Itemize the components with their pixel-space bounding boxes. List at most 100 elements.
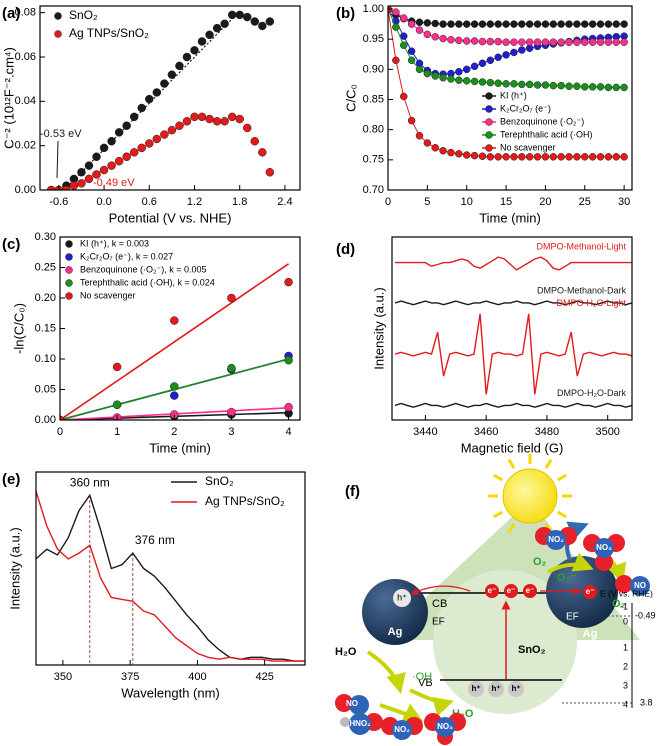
data-point: [227, 112, 237, 122]
y-tick-label: 0.04: [15, 95, 36, 107]
series-line: [394, 313, 632, 395]
scale-title: E (V vs. RHE): [600, 588, 653, 598]
legend-marker: [65, 240, 73, 248]
data-point: [205, 30, 214, 40]
x-tick-label: 425: [255, 671, 273, 683]
data-point: [423, 139, 432, 147]
data-point: [145, 94, 154, 104]
data-point: [462, 20, 471, 28]
data-point: [182, 117, 192, 126]
atom: [546, 530, 566, 550]
data-point: [415, 131, 424, 140]
x-tick-label: 5: [424, 196, 430, 208]
data-point: [604, 20, 613, 28]
data-point: [112, 362, 122, 372]
data-point: [604, 38, 613, 46]
electron: e⁻: [526, 586, 535, 595]
x-tick-label: 1: [114, 426, 120, 438]
data-point: [99, 165, 109, 175]
sno2-label: SnO₂: [518, 644, 546, 656]
electron-dot: [523, 584, 537, 598]
data-point: [494, 79, 502, 87]
data-point: [541, 81, 550, 89]
peak-label: 376 nm: [135, 533, 175, 547]
data-point: [77, 168, 86, 177]
series-line: [394, 402, 632, 408]
data-point: [486, 153, 495, 161]
data-point: [612, 20, 621, 28]
x-tick-label: 2.4: [277, 196, 292, 208]
y-axis-label: C/C₀: [343, 84, 358, 112]
data-point: [478, 59, 487, 68]
data-point: [84, 174, 94, 184]
molecule-hno2: HNO₂: [340, 713, 383, 735]
molecule-no-top: NO: [615, 575, 650, 596]
data-point: [494, 37, 502, 46]
y-tick-label: 0.00: [35, 414, 56, 426]
legend-label: K₂Cr₂O₇ (e⁻): [500, 103, 551, 113]
data-point: [620, 20, 628, 28]
data-point: [190, 46, 199, 55]
series-label: DMPO-H₂O-Light: [556, 298, 626, 308]
data-point: [407, 20, 416, 28]
data-point: [478, 78, 487, 86]
data-point: [549, 153, 558, 161]
fit-line: [60, 263, 290, 420]
ray: [507, 522, 516, 534]
legend-marker: [485, 131, 493, 139]
molecule-no-bottom: NO: [335, 694, 369, 715]
sno2-particle: [433, 570, 577, 714]
hole-left-dot: [393, 589, 411, 607]
legend-marker: [65, 279, 73, 287]
hole: h⁺: [471, 684, 480, 693]
data-point: [525, 20, 534, 28]
superoxide-arrow: [547, 552, 594, 574]
cb-label: CB: [432, 598, 447, 610]
hole: h⁺: [491, 684, 500, 693]
data-point: [557, 153, 565, 161]
data-point: [455, 20, 463, 28]
diagram-f: (f) h⁺ Ag CB EF VB SnO₂ e⁻ EF Ag e⁻ e⁻ e…: [335, 454, 656, 745]
data-point: [145, 139, 154, 148]
data-point: [494, 53, 502, 62]
molecule-label: HNO₂: [349, 719, 371, 728]
x-tick-label: 3460: [474, 426, 498, 438]
data-point: [250, 136, 260, 146]
atom: [435, 717, 455, 737]
x-tick-label: 350: [54, 671, 72, 683]
data-point: [431, 19, 439, 28]
molecule-label: NO: [346, 699, 358, 708]
data-point: [518, 46, 526, 54]
hole-left: h⁺: [397, 592, 407, 602]
data-point: [478, 37, 487, 46]
y-axis-label: -ln(C/C₀): [11, 303, 26, 354]
water-arrow: [366, 650, 406, 694]
scale-tick: -1: [620, 601, 628, 611]
legend-marker: [485, 105, 493, 113]
y-tick-label: 0.80: [363, 124, 384, 136]
data-point: [62, 185, 71, 190]
data-point: [462, 151, 471, 159]
legend-label: KI (h⁺): [500, 90, 527, 100]
data-point: [242, 123, 252, 133]
data-point: [407, 56, 416, 65]
y-tick-label: 0.00: [15, 184, 36, 196]
oh-arrow: [409, 688, 454, 717]
data-point: [175, 61, 184, 71]
data-point: [455, 68, 463, 76]
data-point: [258, 148, 267, 157]
electron: e⁻: [507, 586, 516, 595]
data-point: [399, 92, 408, 101]
data-point: [122, 121, 131, 130]
data-point: [502, 20, 510, 28]
y-tick-label: 0.02: [15, 140, 36, 152]
ray: [492, 473, 504, 482]
annotation: -0.49 eV: [93, 177, 135, 189]
data-point: [525, 80, 534, 89]
data-point: [107, 136, 116, 146]
data-point: [549, 20, 558, 28]
legend-label: Ag TNPs/SnO₂: [69, 26, 149, 40]
data-point: [122, 152, 131, 161]
data-point: [478, 20, 487, 28]
data-point: [423, 69, 432, 78]
